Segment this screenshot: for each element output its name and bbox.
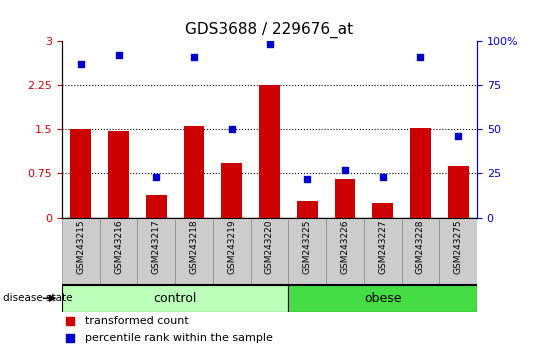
Bar — [146, 195, 167, 218]
Text: transformed count: transformed count — [85, 316, 189, 326]
Bar — [175, 218, 213, 285]
Bar — [108, 131, 129, 218]
Text: control: control — [154, 292, 197, 305]
Text: GSM243215: GSM243215 — [77, 220, 85, 274]
Point — [190, 54, 198, 59]
Text: GSM243225: GSM243225 — [303, 220, 312, 274]
Bar — [335, 179, 355, 218]
Point — [378, 174, 387, 180]
Bar — [326, 218, 364, 285]
Text: obese: obese — [364, 292, 402, 305]
Text: GSM243219: GSM243219 — [227, 220, 236, 274]
Bar — [259, 85, 280, 218]
Bar — [62, 218, 100, 285]
Bar — [222, 164, 242, 218]
Text: disease state: disease state — [3, 293, 72, 303]
Point — [152, 174, 161, 180]
Text: GSM243226: GSM243226 — [341, 220, 349, 274]
Bar — [213, 218, 251, 285]
Text: GSM243220: GSM243220 — [265, 220, 274, 274]
Point — [341, 167, 349, 173]
Point — [303, 176, 312, 182]
Text: GSM243217: GSM243217 — [152, 220, 161, 274]
Bar — [410, 128, 431, 218]
Bar — [364, 218, 402, 285]
Bar — [439, 218, 477, 285]
Point — [66, 319, 74, 324]
Text: GSM243228: GSM243228 — [416, 220, 425, 274]
Bar — [137, 218, 175, 285]
Bar — [448, 166, 468, 218]
Title: GDS3688 / 229676_at: GDS3688 / 229676_at — [185, 22, 354, 38]
Text: GSM243218: GSM243218 — [190, 220, 198, 274]
Text: GSM243227: GSM243227 — [378, 220, 387, 274]
Point — [454, 133, 462, 139]
Point — [77, 61, 85, 67]
Bar — [62, 285, 288, 312]
Bar — [71, 129, 91, 218]
Point — [66, 335, 74, 341]
Point — [114, 52, 123, 58]
Bar — [297, 201, 317, 218]
Text: GSM243216: GSM243216 — [114, 220, 123, 274]
Text: GSM243275: GSM243275 — [454, 220, 462, 274]
Point — [416, 54, 425, 59]
Bar — [402, 218, 439, 285]
Point — [265, 41, 274, 47]
Bar — [251, 218, 288, 285]
Bar — [288, 285, 477, 312]
Bar — [100, 218, 137, 285]
Point — [227, 126, 236, 132]
Bar — [288, 218, 326, 285]
Bar — [372, 203, 393, 218]
Bar — [184, 126, 204, 218]
Text: percentile rank within the sample: percentile rank within the sample — [85, 333, 273, 343]
